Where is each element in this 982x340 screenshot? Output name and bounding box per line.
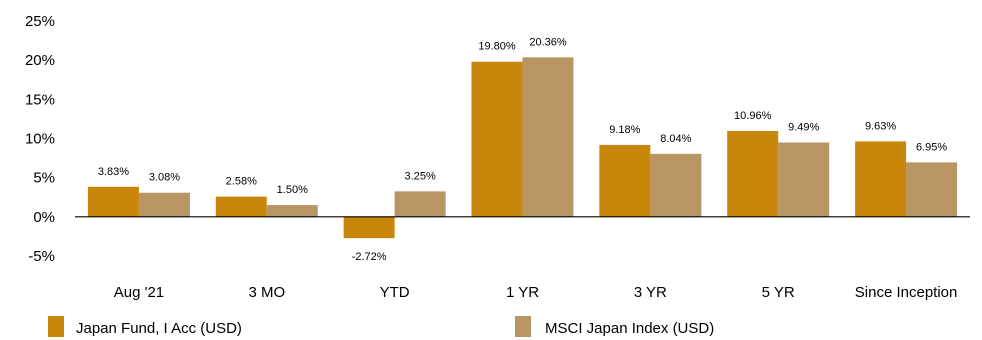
bar-msci-japan <box>650 153 702 217</box>
bars-group <box>87 57 958 239</box>
data-label: 10.96% <box>734 110 772 122</box>
bar-japan-fund <box>215 196 267 217</box>
bar-japan-fund <box>727 130 779 217</box>
category-label: 5 YR <box>762 284 795 301</box>
bar-japan-fund <box>87 186 139 217</box>
bar-japan-fund <box>599 144 651 217</box>
bar-msci-japan <box>394 191 446 217</box>
data-label: 9.63% <box>865 120 896 132</box>
legend-swatch-msci-japan <box>515 316 531 337</box>
legend-label-msci-japan: MSCI Japan Index (USD) <box>545 320 714 337</box>
y-tick-label: -5% <box>28 248 55 265</box>
y-tick-label: 15% <box>25 91 55 108</box>
legend-label-japan-fund: Japan Fund, I Acc (USD) <box>76 320 242 337</box>
data-label: 20.36% <box>529 36 567 48</box>
category-label: YTD <box>380 284 410 301</box>
category-label: 3 MO <box>248 284 285 301</box>
category-label: 1 YR <box>506 284 539 301</box>
y-tick-label: 25% <box>25 13 55 30</box>
bar-japan-fund <box>855 141 907 217</box>
data-label: -2.72% <box>352 251 387 263</box>
y-tick-label: 10% <box>25 131 55 148</box>
bar-japan-fund <box>343 216 395 239</box>
bar-msci-japan <box>138 192 190 217</box>
bar-msci-japan <box>906 162 958 217</box>
y-tick-label: 0% <box>33 209 55 226</box>
data-label: 19.80% <box>478 41 516 53</box>
x-axis: Aug '21 3 MO YTD 1 YR 3 YR 5 YR Since Inceptio… <box>114 284 958 301</box>
bar-msci-japan <box>266 205 318 217</box>
data-label: 8.04% <box>660 133 691 145</box>
data-label: 2.58% <box>226 176 257 188</box>
legend: Japan Fund, I Acc (USD) MSCI Japan Index… <box>48 316 714 337</box>
bar-msci-japan <box>522 57 574 217</box>
data-label: 9.18% <box>609 124 640 136</box>
legend-swatch-japan-fund <box>48 316 64 337</box>
y-axis: -5% 0% 5% 10% 15% 20% 25% <box>25 13 55 265</box>
y-tick-label: 20% <box>25 52 55 69</box>
category-label: Aug '21 <box>114 284 164 301</box>
category-label: Since Inception <box>855 284 958 301</box>
data-label: 3.08% <box>149 172 180 184</box>
data-label: 1.50% <box>277 184 308 196</box>
data-labels-group: 3.83% 3.08% 2.58% 1.50% -2.72% 3.25% 19.80% 20.… <box>98 36 948 263</box>
data-label: 3.83% <box>98 166 129 178</box>
bar-japan-fund <box>471 61 523 217</box>
data-label: 3.25% <box>405 170 436 182</box>
data-label: 9.49% <box>788 121 819 133</box>
category-label: 3 YR <box>634 284 667 301</box>
data-label: 6.95% <box>916 141 947 153</box>
y-tick-label: 5% <box>33 170 55 187</box>
bar-msci-japan <box>778 142 830 217</box>
